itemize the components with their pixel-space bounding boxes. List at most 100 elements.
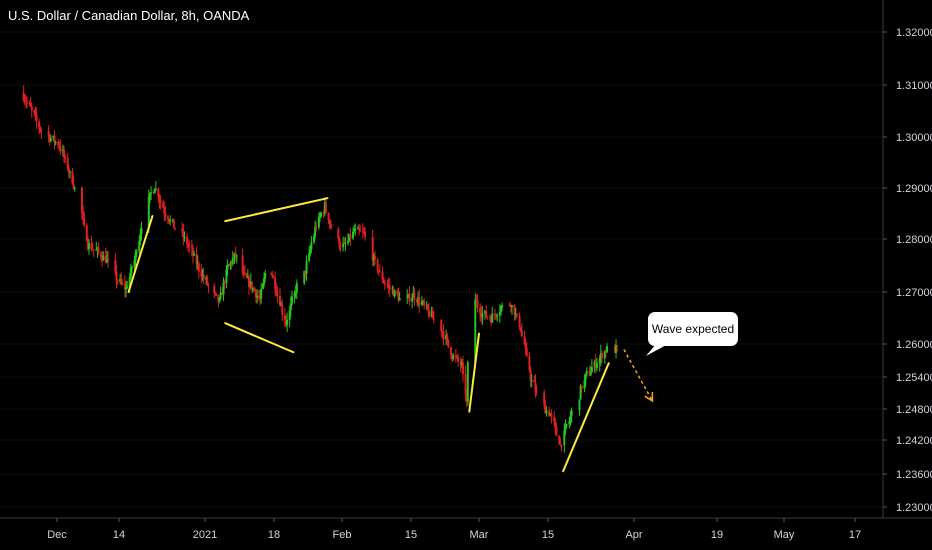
candle-body <box>413 292 416 300</box>
candle-body <box>280 304 283 306</box>
candle-body <box>241 255 244 273</box>
candle-body <box>569 415 572 422</box>
candle-body <box>201 274 204 277</box>
candle-body <box>252 288 255 290</box>
candle-body <box>356 228 359 230</box>
candle-body <box>339 246 342 248</box>
time-axis[interactable]: Dec 14 2021 18 Feb 15 Mar 15 Apr 19 May 17 <box>0 517 932 541</box>
candle-body <box>545 410 548 414</box>
candle-body <box>461 362 464 375</box>
candle-body <box>150 192 153 194</box>
candle-body <box>197 263 200 272</box>
candle-body <box>207 284 210 286</box>
candle-body <box>38 121 41 127</box>
candle-body <box>421 301 424 303</box>
candle-body <box>454 355 457 357</box>
candle-body <box>120 278 123 283</box>
candle-body <box>119 278 122 282</box>
trend-line[interactable] <box>224 322 295 354</box>
candle-body <box>445 335 448 340</box>
candle-body <box>83 217 86 226</box>
projection-arrow-line[interactable] <box>623 349 654 402</box>
candle-body <box>107 258 110 260</box>
candle-body <box>580 385 583 389</box>
candle-body <box>603 351 606 359</box>
candle-body <box>264 273 267 278</box>
candle-body <box>128 277 131 287</box>
candle-body <box>245 273 248 278</box>
candle-body <box>242 272 245 274</box>
candle-body <box>47 131 50 136</box>
candle-body <box>53 135 56 143</box>
candle-body <box>61 149 64 152</box>
candle-body <box>190 247 193 249</box>
price-axis[interactable]: 1.32000 1.31000 1.30000 1.29000 1.28000 1.270… <box>882 0 932 518</box>
candle-body <box>406 296 409 298</box>
trend-line[interactable] <box>127 215 154 293</box>
candle-body <box>130 266 133 268</box>
price-tick-label: 1.27000 <box>896 287 932 299</box>
candle-body <box>407 294 410 297</box>
candle-body <box>260 288 263 299</box>
candle-body <box>535 391 538 393</box>
candle-body <box>57 141 60 146</box>
candle-body <box>114 259 117 272</box>
candle-body <box>135 251 138 253</box>
candle-body <box>371 236 374 261</box>
candle-body <box>233 253 236 259</box>
candle-body <box>88 243 91 250</box>
candle-body <box>578 399 581 411</box>
candle-body <box>152 192 155 194</box>
trend-line[interactable] <box>468 332 480 413</box>
candle-body <box>22 92 25 101</box>
candle-body <box>550 413 553 417</box>
candle-body <box>105 258 108 263</box>
candle-body <box>553 416 556 422</box>
candle-body <box>499 307 502 313</box>
candle-body <box>154 188 157 190</box>
candle-body <box>513 305 516 315</box>
grid <box>0 31 883 508</box>
candle-body <box>274 278 277 290</box>
candle-body <box>318 216 321 218</box>
candle-body <box>498 312 501 316</box>
candle-body <box>196 263 199 265</box>
trend-line[interactable] <box>562 362 610 473</box>
candle-body <box>514 313 517 315</box>
time-tick-label: 18 <box>268 529 280 541</box>
candle-body <box>519 327 522 332</box>
trend-line[interactable] <box>224 197 329 223</box>
time-tick-label: Apr <box>625 529 642 541</box>
candle-body <box>263 277 266 284</box>
candle-body <box>188 245 191 248</box>
candle-body <box>594 361 597 368</box>
candle-body <box>191 248 194 256</box>
wave-expected-callout[interactable]: Wave expected <box>648 312 738 346</box>
candle-body <box>247 277 250 288</box>
candle-body <box>59 146 62 152</box>
candle-body <box>243 272 246 274</box>
candle-body <box>364 232 367 237</box>
candle-body <box>510 305 513 308</box>
candle-body <box>66 157 69 169</box>
time-tick-label: Feb <box>333 529 352 541</box>
candle-body <box>226 265 229 270</box>
candle-body <box>186 236 189 244</box>
candle-body <box>560 444 563 446</box>
candle-body <box>235 255 238 257</box>
candle-body <box>344 243 347 245</box>
candle-body <box>26 102 29 104</box>
candle-body <box>590 367 593 373</box>
candle-body <box>518 315 521 328</box>
candle-body <box>392 288 395 297</box>
candle-body <box>73 187 76 189</box>
candle-body <box>231 258 234 264</box>
candle-body <box>123 283 126 290</box>
candle-body <box>67 168 70 172</box>
candle-body <box>568 421 571 425</box>
time-tick-label: Mar <box>470 529 489 541</box>
candle-body <box>459 361 462 366</box>
candle-body <box>377 270 380 272</box>
candle-body <box>227 265 230 267</box>
candle-body <box>393 290 396 297</box>
